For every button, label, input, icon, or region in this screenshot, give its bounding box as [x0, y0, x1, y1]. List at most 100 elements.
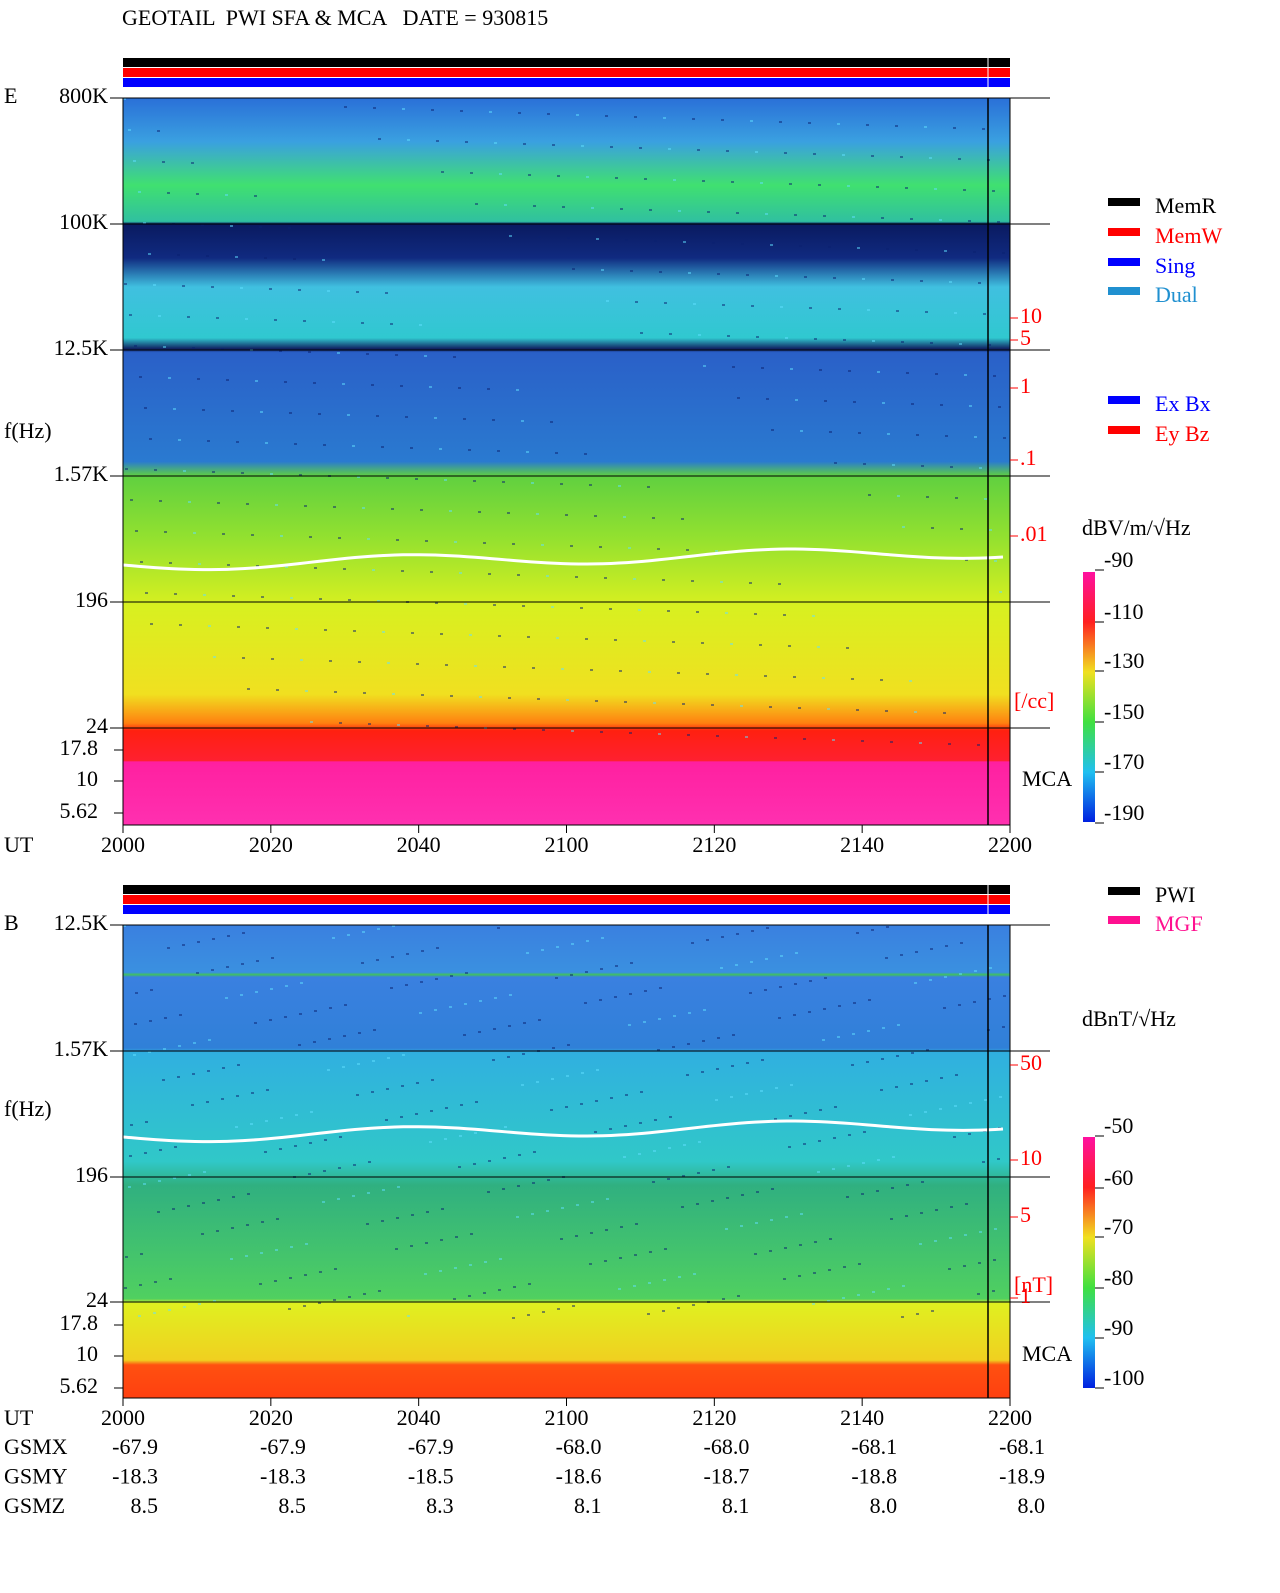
noise — [906, 372, 909, 374]
noise — [148, 253, 151, 255]
noise — [463, 1034, 466, 1036]
noise — [983, 313, 986, 315]
noise — [871, 929, 874, 931]
noise — [542, 1311, 545, 1313]
white-trace — [122, 547, 1004, 572]
noise — [211, 969, 214, 971]
noise — [639, 147, 642, 149]
bar-sing — [123, 905, 1010, 914]
orbit-value: -68.1 — [999, 1434, 1045, 1459]
noise — [624, 701, 627, 703]
noise — [803, 1143, 806, 1145]
noise — [245, 318, 248, 320]
noise — [167, 192, 170, 194]
noise — [605, 115, 608, 117]
legend-swatch — [1108, 198, 1140, 206]
bar-memr — [123, 885, 1010, 894]
noise — [691, 580, 694, 582]
noise — [954, 312, 957, 314]
noise — [308, 1173, 311, 1175]
noise — [377, 928, 380, 930]
orbit-value: -18.6 — [556, 1464, 602, 1489]
noise — [157, 1211, 160, 1213]
noise — [207, 1070, 210, 1072]
noise — [731, 1065, 734, 1067]
noise — [407, 139, 410, 141]
noise — [852, 1033, 855, 1035]
noise — [858, 1263, 861, 1265]
noise — [158, 315, 161, 317]
noise — [638, 1153, 641, 1155]
noise — [774, 1118, 777, 1120]
noise — [300, 982, 303, 984]
noise — [779, 121, 782, 123]
noise — [289, 1277, 292, 1279]
noise — [585, 971, 588, 973]
noise — [615, 965, 618, 967]
noise — [424, 355, 427, 357]
noise — [410, 447, 413, 449]
noise — [657, 1049, 660, 1051]
noise — [441, 171, 444, 173]
noise — [521, 1084, 524, 1086]
freq-label: 1.57K — [54, 1036, 109, 1061]
noise — [242, 657, 245, 659]
noise — [765, 958, 768, 960]
noise — [824, 977, 827, 979]
noise — [609, 608, 612, 610]
noise — [298, 1044, 301, 1046]
noise — [489, 111, 492, 113]
noise — [618, 485, 621, 487]
noise — [745, 736, 748, 738]
noise — [751, 305, 754, 307]
noise — [934, 188, 937, 190]
noise — [397, 1186, 400, 1188]
noise — [974, 436, 977, 438]
noise — [426, 1211, 429, 1213]
noise — [390, 323, 393, 325]
noise — [635, 1223, 638, 1225]
noise — [911, 1052, 914, 1054]
noise — [367, 538, 370, 540]
noise — [576, 114, 579, 116]
noise — [507, 512, 510, 514]
noise — [133, 160, 136, 162]
noise — [201, 224, 204, 226]
colorbar-label: -110 — [1104, 599, 1144, 624]
noise — [896, 1055, 899, 1057]
noise — [620, 208, 623, 210]
noise — [696, 611, 699, 613]
noise — [125, 1256, 128, 1258]
noise — [803, 738, 806, 740]
noise — [601, 269, 604, 271]
noise — [487, 388, 490, 390]
noise — [140, 561, 143, 563]
noise — [973, 1001, 976, 1003]
noise — [799, 245, 802, 247]
noise — [778, 1017, 781, 1019]
noise — [183, 1306, 186, 1308]
noise — [531, 1213, 534, 1215]
noise — [610, 146, 613, 148]
noise — [929, 979, 932, 981]
noise — [643, 640, 646, 642]
time-label: 2200 — [988, 832, 1032, 857]
noise — [444, 479, 447, 481]
noise — [664, 302, 667, 304]
orbit-value: -68.1 — [851, 1434, 897, 1459]
noise — [958, 1004, 961, 1006]
noise — [256, 565, 259, 567]
noise — [793, 676, 796, 678]
noise — [550, 1109, 553, 1111]
noise — [741, 243, 744, 245]
noise — [644, 990, 647, 992]
noise — [931, 527, 934, 529]
noise — [1003, 995, 1006, 997]
noise — [526, 952, 529, 954]
noise — [502, 1188, 505, 1190]
noise — [876, 186, 879, 188]
noise — [601, 937, 604, 939]
noise — [289, 412, 292, 414]
noise — [817, 646, 820, 648]
noise — [187, 316, 190, 318]
